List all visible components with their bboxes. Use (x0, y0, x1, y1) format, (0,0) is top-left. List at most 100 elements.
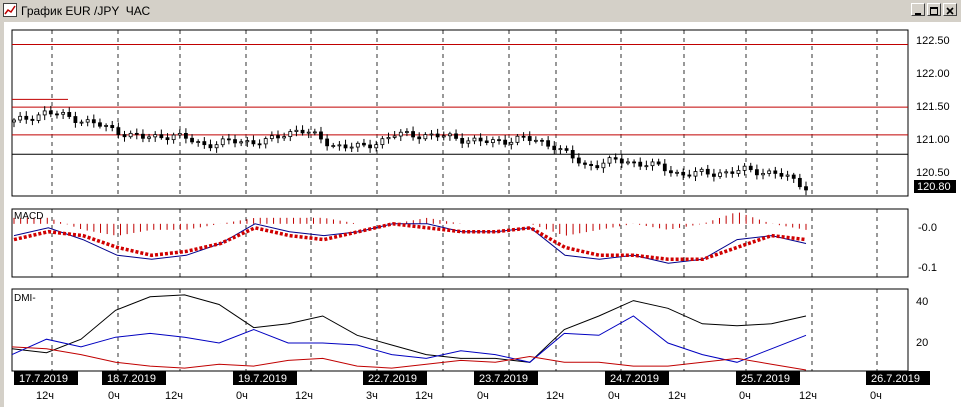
candle-body (472, 137, 477, 142)
candle-body (380, 138, 385, 146)
candle-body (761, 173, 765, 176)
dmi-panel-frame (11, 288, 909, 372)
candle-body (626, 161, 630, 164)
price-tick-label: 121.00 (916, 134, 950, 146)
svg-text:17.7.2019: 17.7.2019 (19, 373, 68, 385)
candle-body (724, 171, 729, 174)
candle-body (736, 169, 741, 174)
hour-label: 0ч (108, 390, 120, 402)
maximize-button[interactable] (927, 3, 941, 16)
dmi-adx-line (11, 294, 807, 363)
candle-body (509, 141, 514, 145)
candle-body (429, 133, 434, 136)
candle-body (91, 119, 96, 124)
candle-body (797, 177, 802, 188)
hour-label: 12ч (668, 390, 686, 402)
window-title: График EUR /JPY ЧАС (21, 4, 151, 18)
candle-body (619, 158, 624, 164)
candle-body (441, 135, 446, 138)
candle-body (558, 148, 563, 151)
hour-label: 0ч (608, 390, 620, 402)
candle-body (325, 138, 330, 147)
candle-body (79, 121, 84, 124)
price-tick-label: 121.50 (916, 101, 950, 113)
candle-body (527, 136, 532, 141)
candle-body (128, 132, 133, 138)
candle-body (748, 165, 753, 171)
candle-body (490, 139, 495, 144)
candle-body (595, 165, 600, 169)
candle-body (134, 132, 139, 135)
candle-body (699, 168, 704, 172)
hour-label: 0ч (236, 390, 248, 402)
macd-panel-label: MACD (14, 211, 43, 222)
candle-body (202, 141, 207, 146)
candle-body (343, 144, 348, 149)
candle-body (448, 133, 452, 137)
candle-body (263, 138, 268, 145)
hour-label: 0ч (870, 390, 882, 402)
date-label: 18.7.2019 (102, 371, 166, 385)
date-label: 22.7.2019 (363, 371, 427, 385)
candle-body (233, 139, 237, 144)
candle-body (276, 135, 280, 139)
candle-body (392, 135, 397, 138)
candle-body (355, 142, 360, 148)
hour-label: 12ч (165, 390, 183, 402)
candle-body (540, 139, 544, 142)
candle-body (583, 162, 587, 165)
candle-body (785, 174, 790, 177)
candle-body (503, 139, 508, 145)
candle-body (454, 133, 458, 139)
dmi-minus-line (11, 346, 807, 371)
candle-body (362, 142, 366, 146)
svg-text:25.7.2019: 25.7.2019 (741, 373, 790, 385)
candle-body (767, 170, 772, 174)
candle-body (98, 122, 102, 127)
candle-body (245, 140, 250, 143)
candle-body (30, 118, 35, 121)
macd-panel-frame (11, 208, 909, 278)
candle-body (141, 133, 145, 139)
candle-body (515, 135, 520, 143)
candle-body (331, 145, 336, 147)
candle-body (251, 140, 256, 145)
candle-body (675, 171, 679, 174)
candle-body (18, 115, 23, 121)
minimize-button[interactable] (911, 3, 925, 16)
candle-body (712, 173, 716, 177)
date-label: 23.7.2019 (474, 371, 538, 385)
candle-body (61, 112, 66, 115)
candle-body (214, 144, 219, 149)
close-button[interactable] (943, 3, 957, 16)
candle-body (730, 171, 735, 174)
candle-body (533, 139, 538, 142)
candle-body (693, 171, 698, 177)
candle-body (306, 131, 311, 134)
candle-body (552, 145, 557, 151)
candle-body (288, 131, 293, 138)
candle-body (405, 131, 409, 133)
window-title-bar[interactable]: График EUR /JPY ЧАС (0, 0, 961, 20)
price-tick-label: 122.50 (916, 35, 950, 47)
candle-body (521, 135, 526, 138)
candle-body (184, 132, 188, 139)
date-label: 17.7.2019 (14, 371, 78, 385)
candle-body (220, 138, 225, 146)
candle-body (687, 174, 692, 177)
candle-body (417, 136, 422, 140)
date-label: 25.7.2019 (736, 371, 800, 385)
candle-body (742, 165, 747, 171)
candle-body (718, 172, 722, 177)
candle-body (564, 148, 569, 151)
hour-label: 12ч (295, 390, 313, 402)
candle-body (294, 129, 299, 132)
candle-body (460, 137, 465, 144)
candle-body (110, 125, 115, 129)
candle-body (85, 119, 90, 123)
candle-body (386, 136, 391, 140)
hour-label: 12ч (546, 390, 564, 402)
candle-body (177, 132, 182, 136)
candle-body (208, 144, 213, 149)
